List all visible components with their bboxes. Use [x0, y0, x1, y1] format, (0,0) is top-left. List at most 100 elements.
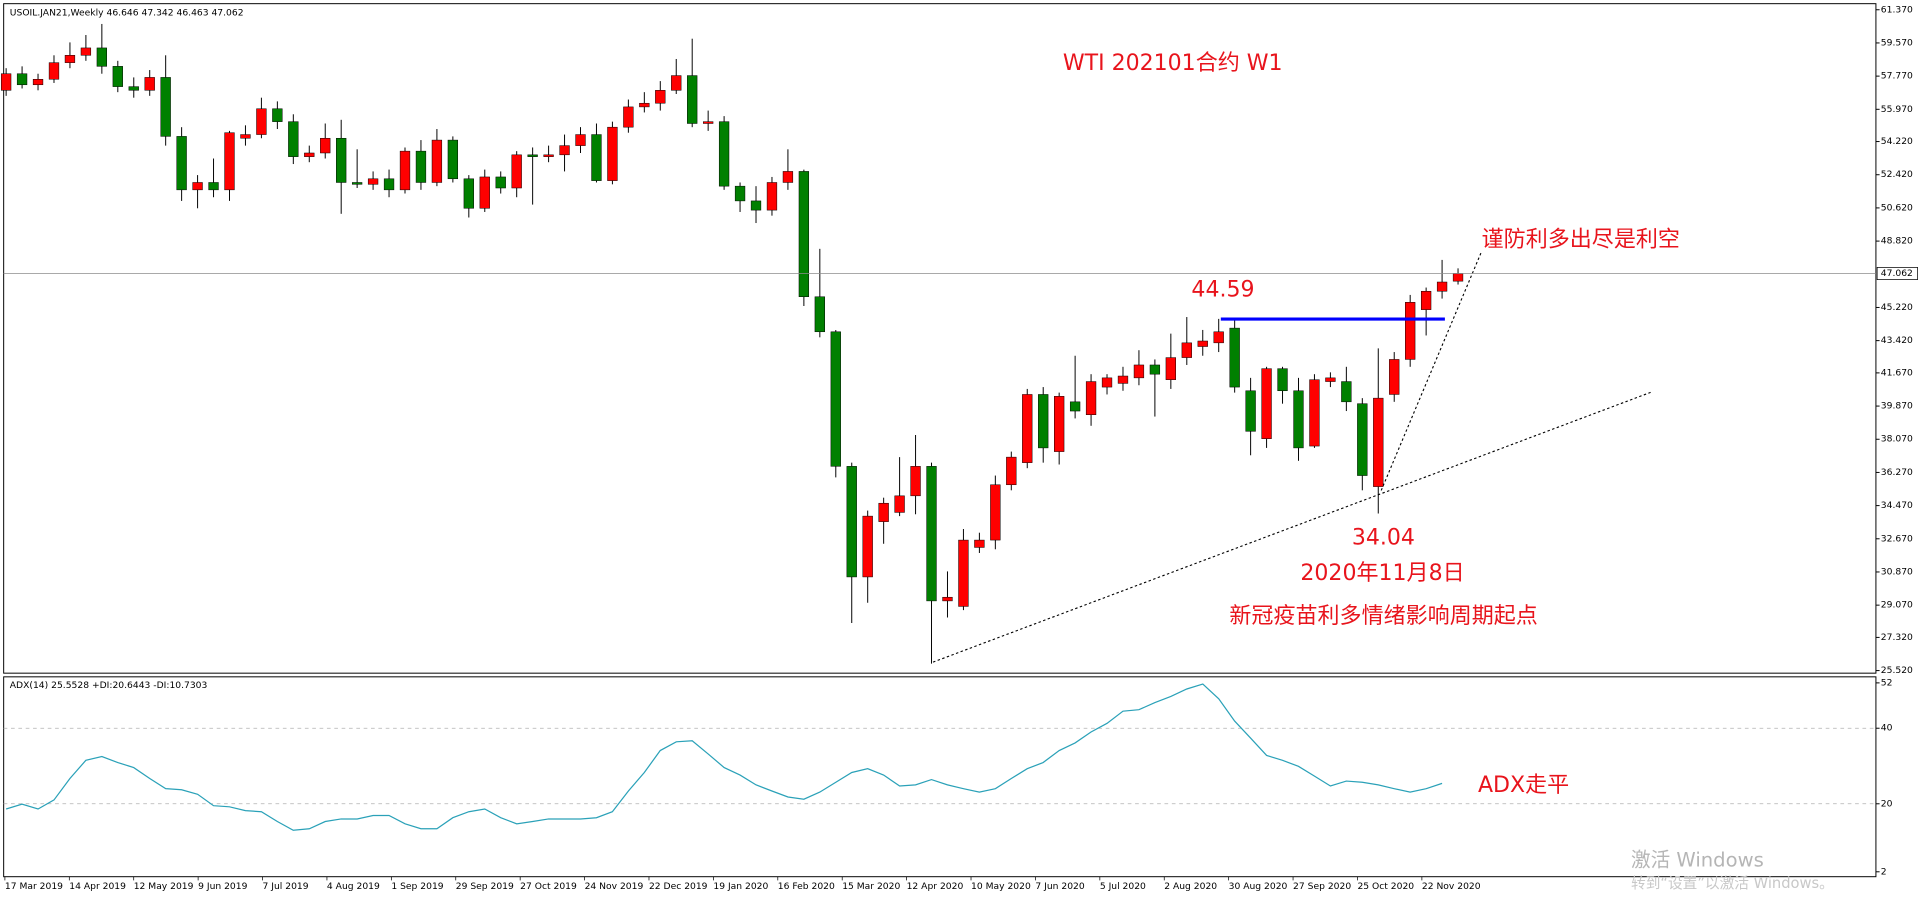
candle-body [718, 121, 730, 187]
candle-body [256, 108, 267, 135]
annotation-date: 2020年11月8日 [1300, 561, 1464, 586]
candle-body [639, 102, 650, 108]
candle-body [144, 77, 155, 91]
candle-body [479, 176, 490, 209]
candle-body [383, 178, 395, 191]
candle-body [1277, 368, 1288, 392]
candle-body [1373, 397, 1384, 487]
candle-body [1133, 364, 1145, 379]
candle-body [495, 176, 506, 189]
candle-body [575, 134, 586, 146]
y-tick-label: 38.070 [1881, 434, 1913, 445]
candle-body [1389, 359, 1400, 395]
y-tick-label: 50.620 [1881, 202, 1913, 213]
y-tick-label: 55.970 [1881, 104, 1913, 115]
candle-body [559, 145, 570, 156]
candle-body [1117, 375, 1129, 384]
candle-body [112, 66, 123, 87]
annotation-low: 34.04 [1352, 525, 1415, 550]
x-tick-label: 12 May 2019 [134, 881, 194, 892]
candle-body [208, 182, 219, 191]
x-tick-label: 19 Jan 2020 [713, 881, 768, 892]
candle-body [367, 178, 379, 185]
candle-body [974, 539, 985, 548]
candle-body [1452, 273, 1464, 282]
candle-body [128, 86, 139, 91]
high: 47.342 [142, 7, 174, 18]
candle-body [958, 539, 969, 607]
candle-body [304, 152, 315, 157]
candle-body [926, 466, 937, 602]
y-tick-label: 39.870 [1881, 401, 1913, 412]
x-tick-label: 9 Jun 2019 [198, 881, 247, 892]
watermark: 激活 Windows [1631, 848, 1764, 871]
candle-body [703, 121, 714, 124]
x-tick-label: 24 Nov 2019 [585, 881, 644, 892]
candle-body [431, 139, 443, 183]
x-tick-label: 10 May 2020 [971, 881, 1031, 892]
candle-body [224, 132, 235, 191]
candle-body [846, 466, 857, 578]
x-tick-label: 4 Aug 2019 [327, 881, 380, 892]
open: 46.646 [107, 7, 139, 18]
annotation-title: WTI 202101合约 W1 [1063, 51, 1283, 76]
symbol: USOIL.JAN21,Weekly [10, 7, 104, 18]
candle-body [671, 75, 682, 91]
candle-body [463, 178, 474, 209]
candle-body [176, 136, 187, 191]
x-tick-label: 5 Jul 2020 [1100, 881, 1146, 892]
candle-body [782, 171, 794, 183]
candle-body [1197, 340, 1208, 347]
candle-body [96, 47, 107, 67]
candle-body [1038, 394, 1049, 449]
current-price-label: 47.062 [1881, 268, 1913, 279]
trendline [932, 391, 1651, 663]
current-price-box [1876, 267, 1918, 280]
y-tick-label: 27.320 [1881, 632, 1913, 643]
candle-body [336, 137, 347, 183]
candle-body [830, 331, 841, 467]
y-tick-label: 54.220 [1881, 136, 1913, 147]
y-tick-label: 25.520 [1881, 665, 1913, 676]
candle-body [734, 185, 746, 202]
candle-body [1405, 302, 1416, 360]
watermark: 转到“设置”以激活 Windows。 [1631, 875, 1834, 892]
candle-body [942, 596, 953, 602]
y-tick-label: 45.220 [1881, 302, 1913, 313]
candle-body [1149, 364, 1161, 375]
candle-body [1420, 290, 1432, 310]
y-tick-label: 61.370 [1881, 4, 1913, 15]
candle-body [1325, 377, 1336, 382]
trendline [1380, 251, 1483, 491]
candle-body [862, 515, 873, 578]
x-tick-label: 12 Apr 2020 [907, 881, 964, 892]
y-tick-label: 48.820 [1881, 236, 1913, 247]
close: 47.062 [211, 7, 243, 18]
candle-body [415, 150, 427, 183]
adx-tick-label: 20 [1881, 798, 1893, 809]
candle-body [623, 106, 634, 128]
annotation-note: 新冠疫苗利多情绪影响周期起点 [1229, 604, 1537, 629]
candle-body [1101, 377, 1113, 388]
adx-header: ADX(14) 25.5528 +DI:20.6443 -DI:10.7303 [10, 680, 208, 691]
y-tick-label: 29.070 [1881, 600, 1913, 611]
candle-body [766, 182, 778, 211]
adx-tick-label: 2 [1881, 866, 1887, 877]
candle-body [655, 90, 666, 104]
candle-body [80, 47, 92, 56]
candle-body [511, 154, 522, 189]
y-tick-label: 32.670 [1881, 533, 1913, 544]
candle-body [687, 75, 698, 124]
y-tick-label: 52.420 [1881, 169, 1913, 180]
y-tick-label: 36.270 [1881, 467, 1913, 478]
candle-body [990, 484, 1001, 541]
candle-body [1436, 281, 1448, 292]
candle-body [1229, 327, 1240, 388]
candle-body [1261, 368, 1272, 439]
x-tick-label: 2 Aug 2020 [1164, 881, 1217, 892]
y-tick-label: 41.670 [1881, 367, 1913, 378]
candle-body [750, 200, 762, 211]
candle-body [1357, 403, 1368, 476]
adx-tick-label: 52 [1881, 677, 1893, 688]
